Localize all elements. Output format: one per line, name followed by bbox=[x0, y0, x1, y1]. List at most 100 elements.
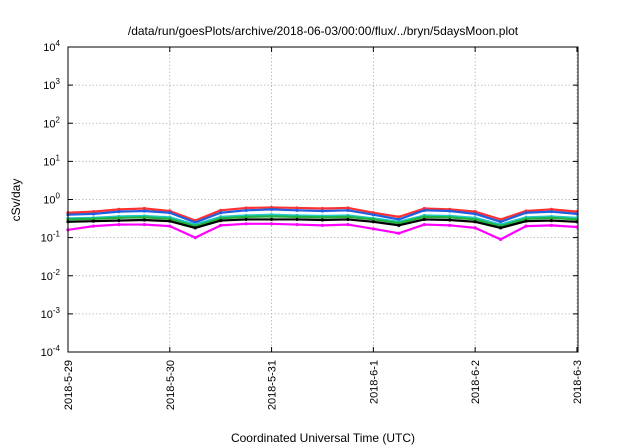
data-point bbox=[117, 218, 121, 223]
y-tick-label: 10-4 bbox=[41, 344, 61, 359]
data-point bbox=[219, 216, 223, 220]
data-point bbox=[371, 213, 375, 217]
data-point bbox=[219, 211, 223, 215]
data-point bbox=[397, 223, 401, 227]
data-point bbox=[269, 217, 274, 222]
data-point bbox=[499, 237, 503, 241]
y-tick-label: 10-3 bbox=[41, 306, 61, 321]
data-point bbox=[524, 217, 528, 221]
data-point bbox=[473, 210, 477, 214]
data-point bbox=[219, 218, 223, 223]
x-tick-label: 2018-5-29 bbox=[63, 360, 75, 410]
data-point bbox=[549, 216, 554, 220]
data-point bbox=[142, 222, 146, 227]
data-point bbox=[295, 217, 299, 222]
data-point bbox=[193, 226, 197, 230]
y-tick-label: 103 bbox=[43, 77, 60, 92]
data-point bbox=[295, 208, 299, 212]
data-point bbox=[422, 222, 426, 227]
data-point bbox=[549, 207, 554, 211]
data-point bbox=[499, 220, 503, 224]
data-point bbox=[244, 215, 248, 219]
data-point bbox=[91, 212, 96, 216]
data-point bbox=[320, 206, 325, 211]
data-point bbox=[320, 215, 325, 219]
data-point bbox=[117, 216, 121, 220]
x-tick-label: 2018-6-1 bbox=[368, 360, 380, 404]
data-point bbox=[117, 210, 121, 214]
data-point bbox=[397, 231, 401, 235]
data-point bbox=[117, 222, 121, 227]
grid bbox=[68, 47, 578, 352]
data-point bbox=[524, 224, 528, 228]
data-point bbox=[422, 215, 426, 219]
data-point bbox=[549, 210, 554, 214]
x-axis-label: Coordinated Universal Time (UTC) bbox=[231, 431, 415, 445]
data-point bbox=[91, 217, 96, 221]
data-point bbox=[168, 217, 172, 221]
data-point bbox=[422, 208, 426, 212]
data-point bbox=[295, 206, 299, 210]
data-point bbox=[422, 217, 426, 222]
data-point bbox=[142, 206, 146, 211]
data-point bbox=[168, 211, 172, 215]
data-point bbox=[473, 220, 477, 224]
data-point bbox=[142, 215, 146, 219]
data-point bbox=[346, 222, 350, 227]
data-point bbox=[295, 222, 299, 227]
data-point bbox=[219, 208, 223, 212]
x-tick-label: 2018-6-3 bbox=[572, 360, 584, 404]
data-point bbox=[168, 224, 172, 228]
data-point bbox=[473, 226, 477, 230]
y-axis: 10-4 10-3 10-2 10-1 100 101 102 103 104 bbox=[41, 39, 578, 359]
data-point bbox=[524, 211, 528, 215]
data-point bbox=[473, 217, 477, 222]
data-point bbox=[269, 207, 274, 211]
x-tick-label: 2018-6-2 bbox=[470, 360, 482, 404]
x-axis: 2018-5-29 2018-5-30 2018-5-31 2018-6-1 2018-… bbox=[63, 47, 584, 410]
data-point bbox=[244, 208, 248, 212]
x-tick-label: 2018-5-31 bbox=[267, 360, 279, 410]
data-point bbox=[320, 218, 325, 222]
data-point bbox=[193, 236, 197, 240]
data-point bbox=[549, 218, 554, 223]
y-tick-label: 100 bbox=[43, 192, 60, 207]
data-point bbox=[244, 206, 248, 210]
data-point bbox=[295, 215, 299, 219]
data-point bbox=[91, 224, 96, 228]
data-point bbox=[142, 218, 146, 222]
data-point bbox=[499, 217, 503, 222]
y-tick-label: 104 bbox=[43, 39, 60, 54]
data-point bbox=[244, 217, 248, 222]
data-point bbox=[397, 221, 401, 225]
data-point bbox=[524, 219, 528, 223]
data-point bbox=[244, 222, 248, 226]
y-tick-label: 101 bbox=[43, 153, 60, 168]
y-tick-label: 102 bbox=[43, 115, 60, 130]
data-point bbox=[91, 219, 96, 223]
data-point bbox=[346, 217, 350, 222]
data-point bbox=[397, 215, 401, 219]
data-point bbox=[448, 223, 452, 227]
data-point bbox=[371, 227, 375, 231]
data-point bbox=[371, 217, 375, 222]
series-5 bbox=[66, 217, 579, 230]
data-point bbox=[473, 212, 477, 216]
data-point bbox=[269, 222, 274, 226]
data-point bbox=[397, 217, 401, 222]
data-point bbox=[448, 209, 452, 213]
data-point bbox=[269, 214, 274, 219]
data-point bbox=[346, 208, 350, 212]
data-point bbox=[371, 220, 375, 224]
data-point bbox=[448, 218, 452, 222]
data-point bbox=[346, 215, 350, 219]
data-point bbox=[499, 226, 503, 230]
data-point bbox=[117, 207, 121, 211]
data-point bbox=[549, 223, 554, 227]
x-tick-label: 2018-5-30 bbox=[165, 360, 177, 410]
data-point bbox=[219, 223, 223, 227]
data-point bbox=[320, 209, 325, 213]
data-point bbox=[320, 223, 325, 227]
